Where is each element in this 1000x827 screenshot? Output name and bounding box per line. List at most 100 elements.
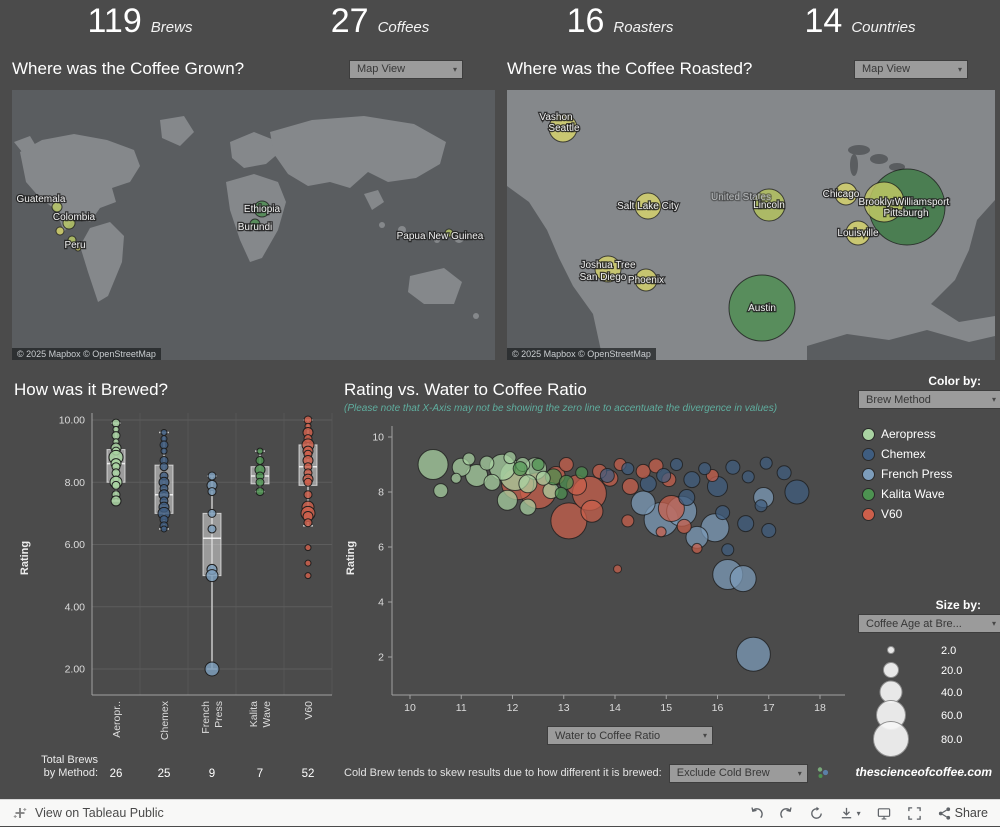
grown-map-attribution[interactable]: © 2025 Mapbox © OpenStreetMap <box>12 348 161 360</box>
scatter-point[interactable] <box>621 462 635 476</box>
scatter-point[interactable] <box>531 458 545 471</box>
box-point[interactable] <box>303 518 313 528</box>
map-bubble[interactable] <box>62 216 76 230</box>
map-bubble[interactable] <box>728 274 796 342</box>
legend-item-v60[interactable]: V60 <box>863 504 952 524</box>
download-button[interactable]: ▾ <box>839 806 861 821</box>
box-point[interactable] <box>207 524 217 534</box>
scatter-point[interactable] <box>519 498 537 516</box>
rating-ratio-scatter[interactable]: 10 11 12 13 14 15 16 17 18 2 4 6 8 10 Rating <box>340 418 855 718</box>
scatter-point[interactable] <box>784 479 810 505</box>
legend-item-french-press[interactable]: French Press <box>863 464 952 484</box>
roasted-map-attribution[interactable]: © 2025 Mapbox © OpenStreetMap <box>507 348 656 360</box>
grown-map[interactable]: Ethiopia Colombia Guatemala Burundi Peru Papu… <box>12 90 495 360</box>
scatter-point[interactable] <box>433 483 449 499</box>
scatter-point[interactable] <box>503 451 517 465</box>
box-point[interactable] <box>160 428 168 436</box>
scatter-point[interactable] <box>698 462 712 476</box>
map-bubble[interactable] <box>634 192 662 220</box>
scatter-point[interactable] <box>754 499 768 513</box>
scatter-point[interactable] <box>655 526 667 538</box>
scatter-point[interactable] <box>554 486 568 500</box>
scatter-point[interactable] <box>518 474 538 494</box>
scatter-point[interactable] <box>670 458 683 471</box>
roasted-map-view-dropdown[interactable]: Map View ▾ <box>855 60 967 78</box>
scatter-point[interactable] <box>737 515 755 533</box>
box-point[interactable] <box>159 462 169 472</box>
box-point[interactable] <box>160 525 168 533</box>
map-bubble[interactable] <box>67 235 77 245</box>
scatter-point[interactable] <box>496 489 518 511</box>
brew-boxplot[interactable]: 10.00 8.00 6.00 4.00 2.00 Rating Aeropr.. Cheme… <box>12 408 338 753</box>
box-point[interactable] <box>255 455 265 465</box>
scatter-point[interactable] <box>462 452 476 466</box>
scatter-point[interactable] <box>761 523 777 538</box>
map-bubble[interactable] <box>548 113 578 143</box>
scatter-point[interactable] <box>558 457 574 472</box>
map-bubble[interactable] <box>253 200 271 218</box>
cold-brew-filter-dropdown[interactable]: Exclude Cold Brew ▾ <box>669 764 807 782</box>
scatter-point[interactable] <box>759 456 773 470</box>
map-bubble[interactable] <box>51 201 63 213</box>
map-bubble[interactable] <box>845 220 871 246</box>
grown-map-view-dropdown[interactable]: Map View ▾ <box>350 60 462 78</box>
scatter-point[interactable] <box>735 636 771 672</box>
box-point[interactable] <box>255 477 265 487</box>
box-point[interactable] <box>207 508 217 518</box>
box-point[interactable] <box>255 487 265 497</box>
box-point[interactable] <box>207 487 217 497</box>
scatter-point[interactable] <box>630 490 656 516</box>
roasted-map[interactable]: Vashon United States Brooklyn Williamsport P… <box>507 90 995 360</box>
box-point[interactable] <box>303 490 313 500</box>
view-on-tableau[interactable]: View on Tableau Public <box>12 805 164 821</box>
legend-item-chemex[interactable]: Chemex <box>863 444 952 464</box>
refresh-button[interactable] <box>809 806 824 821</box>
map-bubble[interactable] <box>74 244 82 252</box>
scatter-point[interactable] <box>729 565 757 593</box>
scatter-point[interactable] <box>479 455 495 471</box>
scatter-point[interactable] <box>741 470 755 484</box>
scatter-point[interactable] <box>483 473 501 491</box>
box-point[interactable] <box>304 559 312 567</box>
color-by-dropdown[interactable]: Brew Method ▾ <box>859 391 1000 408</box>
legend-item-kalita-wave[interactable]: Kalita Wave <box>863 484 952 504</box>
box-point[interactable] <box>304 572 312 580</box>
site-link[interactable]: thescienceofcoffee.com <box>855 765 993 779</box>
scatter-point[interactable] <box>575 466 589 480</box>
undo-button[interactable] <box>749 806 764 821</box>
scatter-point[interactable] <box>676 518 692 534</box>
scatter-point[interactable] <box>417 449 449 480</box>
scatter-point[interactable] <box>580 499 604 523</box>
box-point[interactable] <box>304 544 312 552</box>
map-bubble[interactable] <box>249 218 261 230</box>
legend-item-aeropress[interactable]: Aeropress <box>863 424 952 444</box>
map-bubble[interactable] <box>55 226 65 236</box>
scatter-point[interactable] <box>535 470 551 486</box>
box-point[interactable] <box>303 477 313 487</box>
scatter-point[interactable] <box>776 465 792 481</box>
scatter-point[interactable] <box>657 495 685 522</box>
scatter-point[interactable] <box>683 471 701 489</box>
fullscreen-button[interactable] <box>907 806 922 821</box>
grown-map-canvas[interactable]: Ethiopia Colombia Guatemala Burundi Peru Papu… <box>12 90 495 360</box>
map-bubble[interactable] <box>444 228 454 238</box>
share-button[interactable]: Share <box>937 806 988 821</box>
scatter-point[interactable] <box>512 461 528 477</box>
scatter-point[interactable] <box>635 463 651 479</box>
box-point[interactable] <box>110 495 122 507</box>
scatter-point[interactable] <box>721 543 735 557</box>
box-point[interactable] <box>160 447 168 455</box>
scatter-point[interactable] <box>450 472 462 484</box>
scatter-point[interactable] <box>691 542 703 554</box>
x-axis-dropdown[interactable]: Water to Coffee Ratio ▾ <box>548 727 712 744</box>
map-bubble[interactable] <box>834 182 858 206</box>
scatter-point[interactable] <box>599 468 615 483</box>
map-bubble[interactable] <box>594 255 622 283</box>
map-bubble[interactable] <box>863 181 905 223</box>
scatter-point[interactable] <box>725 459 741 475</box>
box-point[interactable] <box>204 661 220 677</box>
box-point[interactable] <box>205 569 219 583</box>
scatter-point[interactable] <box>621 478 639 495</box>
box-point[interactable] <box>111 480 121 490</box>
